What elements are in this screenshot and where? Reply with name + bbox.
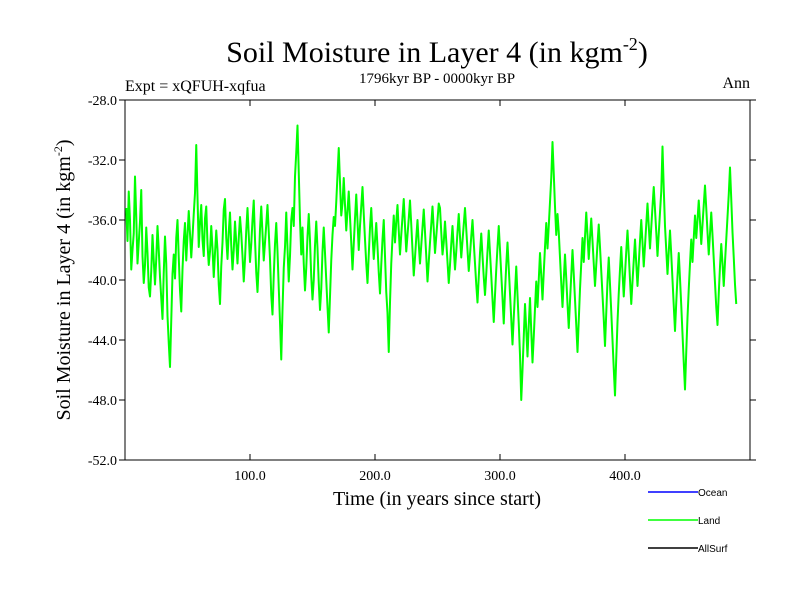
legend-label-ocean: Ocean (698, 488, 727, 499)
chart-title: Soil Moisture in Layer 4 (in kgm-2) (226, 34, 648, 69)
legend-label-land: Land (698, 516, 720, 527)
legend: Ocean Land AllSurf (648, 488, 728, 555)
legend-label-allsurf: AllSurf (698, 544, 728, 555)
x-tick-label: 400.0 (609, 469, 641, 484)
y-tick-label: -40.0 (88, 274, 117, 289)
y-tick-label: -32.0 (88, 154, 117, 169)
season-label: Ann (722, 75, 750, 92)
series-line-land (125, 124, 738, 401)
x-tick-label: 300.0 (484, 469, 516, 484)
chart-subtitle: 1796kyr BP - 0000kyr BP (359, 71, 515, 87)
y-tick-label: -44.0 (88, 334, 117, 349)
x-axis-label: Time (in years since start) (333, 488, 541, 510)
y-tick-label: -52.0 (88, 454, 117, 469)
y-tick-label: -36.0 (88, 214, 117, 229)
y-axis-label: Soil Moisture in Layer 4 (in kgm-2) (51, 139, 75, 420)
y-tick-label: -48.0 (88, 394, 117, 409)
y-tick-label: -28.0 (88, 94, 117, 109)
experiment-label: Expt = xQFUH-xqfua (125, 78, 266, 95)
x-tick-label: 200.0 (359, 469, 391, 484)
x-tick-label: 100.0 (234, 469, 266, 484)
y-axis-ticks: -52.0 -48.0 -44.0 -40.0 -36.0 -32.0 -28.0 (88, 94, 756, 469)
x-axis-ticks: 100.0 200.0 300.0 400.0 (234, 100, 641, 484)
